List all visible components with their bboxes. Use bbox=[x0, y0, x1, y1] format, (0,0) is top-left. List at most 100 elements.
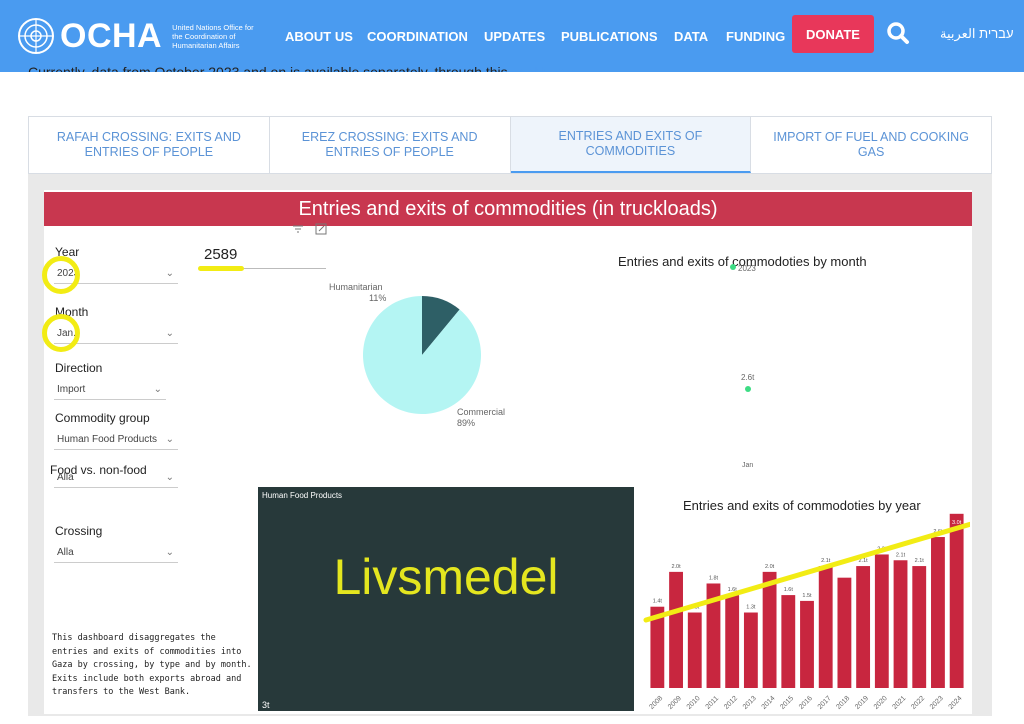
highlight-circle-year bbox=[42, 256, 80, 294]
tab-rafah-label: RAFAH CROSSING: EXITS AND ENTRIES OF PEO… bbox=[56, 130, 241, 159]
year-tick-2024: 2024 bbox=[948, 695, 964, 711]
year-bar-2019[interactable] bbox=[856, 566, 871, 688]
nav-funding-label: FUNDING bbox=[726, 28, 786, 44]
year-tick-2019: 2019 bbox=[854, 695, 870, 711]
highlight-circle-month bbox=[42, 314, 80, 352]
nav-about-us-label: ABOUT US bbox=[285, 28, 353, 44]
filter-direction-label: Direction bbox=[55, 361, 103, 375]
nav-updates[interactable]: UPDATES bbox=[484, 0, 545, 72]
ocha-logo[interactable]: OCHA United Nations Office for the Coord… bbox=[16, 14, 262, 58]
year-bar-2023[interactable] bbox=[931, 537, 945, 688]
nav-about-us[interactable]: ABOUT US bbox=[285, 0, 353, 72]
nav-coordination[interactable]: COORDINATION bbox=[367, 0, 468, 72]
nav-data-label: DATA bbox=[674, 28, 709, 44]
month-data-point[interactable] bbox=[745, 386, 751, 392]
chevron-down-icon: ⌄ bbox=[165, 547, 174, 558]
year-bar-label-2016: 1.5t bbox=[802, 593, 812, 599]
year-tick-2018: 2018 bbox=[835, 695, 851, 711]
year-tick-2008: 2008 bbox=[648, 695, 664, 711]
year-bar-2017[interactable] bbox=[818, 566, 833, 688]
filter-direction-value: Import bbox=[57, 384, 86, 395]
year-bar-2009[interactable] bbox=[669, 571, 683, 688]
chevron-down-icon: ⌄ bbox=[165, 434, 174, 445]
tile-footer: 3t bbox=[262, 700, 270, 710]
filter-crossing-value: Alla bbox=[57, 547, 74, 558]
year-bar-2018[interactable] bbox=[837, 577, 852, 688]
chevron-down-icon: ⌄ bbox=[153, 384, 162, 395]
dashboard-description: This dashboard disaggregates the entries… bbox=[52, 633, 252, 698]
nav-funding[interactable]: FUNDING bbox=[726, 0, 785, 72]
filter-crossing-select[interactable]: Alla ⌄ bbox=[54, 543, 178, 563]
chevron-down-icon: ⌄ bbox=[165, 268, 174, 279]
dashboard-banner: Entries and exits of commodities (in tru… bbox=[44, 192, 972, 226]
tile-overlay-text: Livsmedel bbox=[333, 549, 559, 605]
year-chart-title: Entries and exits of commodoties by year bbox=[683, 498, 921, 513]
tab-erez-crossing[interactable]: EREZ CROSSING: EXITS AND ENTRIES OF PEOP… bbox=[269, 117, 511, 173]
month-legend-dot bbox=[730, 264, 736, 270]
filter-food-select[interactable]: Alla ⌄ bbox=[54, 468, 178, 488]
year-bar-2016[interactable] bbox=[800, 600, 814, 688]
year-bar-2015[interactable] bbox=[781, 595, 796, 688]
year-bar-2024[interactable] bbox=[949, 513, 964, 688]
year-bar-label-2008: 1.4t bbox=[653, 599, 663, 605]
nav-coordination-label: COORDINATION bbox=[367, 28, 468, 44]
pie-commercial-pct: 89% bbox=[457, 418, 476, 428]
year-bar-2022[interactable] bbox=[912, 566, 927, 688]
filter-commodity-label: Commodity group bbox=[55, 411, 150, 425]
year-tick-2016: 2016 bbox=[798, 695, 814, 711]
month-axis-label: Jan bbox=[742, 462, 754, 469]
year-tick-2009: 2009 bbox=[667, 695, 683, 711]
intro-text-fragment: Currently, data from October 2023 and on… bbox=[28, 60, 582, 72]
filter-commodity-select[interactable]: Human Food Products ⌄ bbox=[54, 430, 178, 450]
year-bar-2020[interactable] bbox=[874, 554, 889, 688]
year-bar-2011[interactable] bbox=[706, 583, 721, 688]
intro-text: Currently, data from October 2023 and on… bbox=[28, 64, 508, 72]
year-bar-label-2017: 2.1t bbox=[821, 558, 831, 564]
year-bar-2013[interactable] bbox=[743, 612, 758, 688]
filter-year-label: Year bbox=[55, 245, 80, 259]
pie-slice-humanitarian[interactable] bbox=[422, 296, 460, 355]
year-bar-2021[interactable] bbox=[893, 560, 908, 688]
intro-link[interactable]: dashboard. bbox=[511, 64, 582, 72]
tab-rafah-crossing[interactable]: RAFAH CROSSING: EXITS AND ENTRIES OF PEO… bbox=[29, 117, 270, 173]
dashboard-tabs: RAFAH CROSSING: EXITS AND ENTRIES OF PEO… bbox=[28, 116, 992, 174]
year-bar-2014[interactable] bbox=[762, 571, 777, 688]
year-bar-label-2012: 1.6t bbox=[728, 587, 738, 593]
tile-header: Human Food Products bbox=[262, 491, 343, 500]
kpi-highlight-mark bbox=[198, 266, 244, 271]
pie-svg bbox=[363, 296, 481, 414]
filter-icon[interactable] bbox=[293, 225, 303, 233]
kpi-underline bbox=[200, 268, 326, 269]
pie-label-commercial: Commercial 89% bbox=[457, 407, 505, 429]
nav-publications[interactable]: PUBLICATIONS bbox=[561, 0, 658, 72]
donate-button[interactable]: DONATE bbox=[792, 15, 874, 53]
pie-label-humanitarian: Humanitarian 11% bbox=[329, 282, 386, 304]
focus-mode-icon[interactable] bbox=[315, 223, 327, 235]
kpi-total-value: 2589 bbox=[204, 246, 238, 263]
tab-entries-exits-commodities[interactable]: ENTRIES AND EXITS OF COMMODITIES bbox=[510, 117, 752, 173]
tab-fuel-label: IMPORT OF FUEL AND COOKING GAS bbox=[773, 130, 969, 159]
year-bar-label-2021: 2.1t bbox=[896, 552, 906, 558]
logo-subtitle: United Nations Office for the Coordinati… bbox=[172, 22, 254, 50]
month-chart-title: Entries and exits of commodoties by mont… bbox=[618, 254, 867, 269]
year-tick-2013: 2013 bbox=[742, 695, 758, 711]
search-icon[interactable] bbox=[885, 20, 911, 46]
month-legend-label: 2023 bbox=[738, 264, 756, 273]
language-switcher[interactable]: עברית العربية bbox=[940, 26, 1014, 41]
year-bar-label-2009: 2.0t bbox=[671, 564, 681, 570]
month-data-label: 2.6t bbox=[741, 373, 755, 382]
pie-humanitarian-pct: 11% bbox=[369, 293, 387, 303]
year-bar-2008[interactable] bbox=[650, 606, 665, 688]
filter-direction-select[interactable]: Import ⌄ bbox=[54, 380, 166, 400]
pie-slice-commercial[interactable] bbox=[363, 296, 481, 414]
nav-data[interactable]: DATA bbox=[674, 0, 708, 72]
chevron-down-icon: ⌄ bbox=[165, 328, 174, 339]
year-bar-label-2024: 3.0t bbox=[952, 520, 962, 526]
filter-food-label: Food vs. non-food bbox=[50, 463, 147, 477]
highlight-trend-line bbox=[643, 521, 970, 623]
year-bar-2010[interactable] bbox=[687, 612, 702, 688]
year-bar-2012[interactable] bbox=[725, 595, 740, 688]
tab-commodities-label: ENTRIES AND EXITS OF COMMODITIES bbox=[558, 129, 703, 158]
tab-fuel-cooking-gas[interactable]: IMPORT OF FUEL AND COOKING GAS bbox=[751, 117, 991, 173]
year-bar-label-2022: 2.1t bbox=[915, 558, 925, 564]
